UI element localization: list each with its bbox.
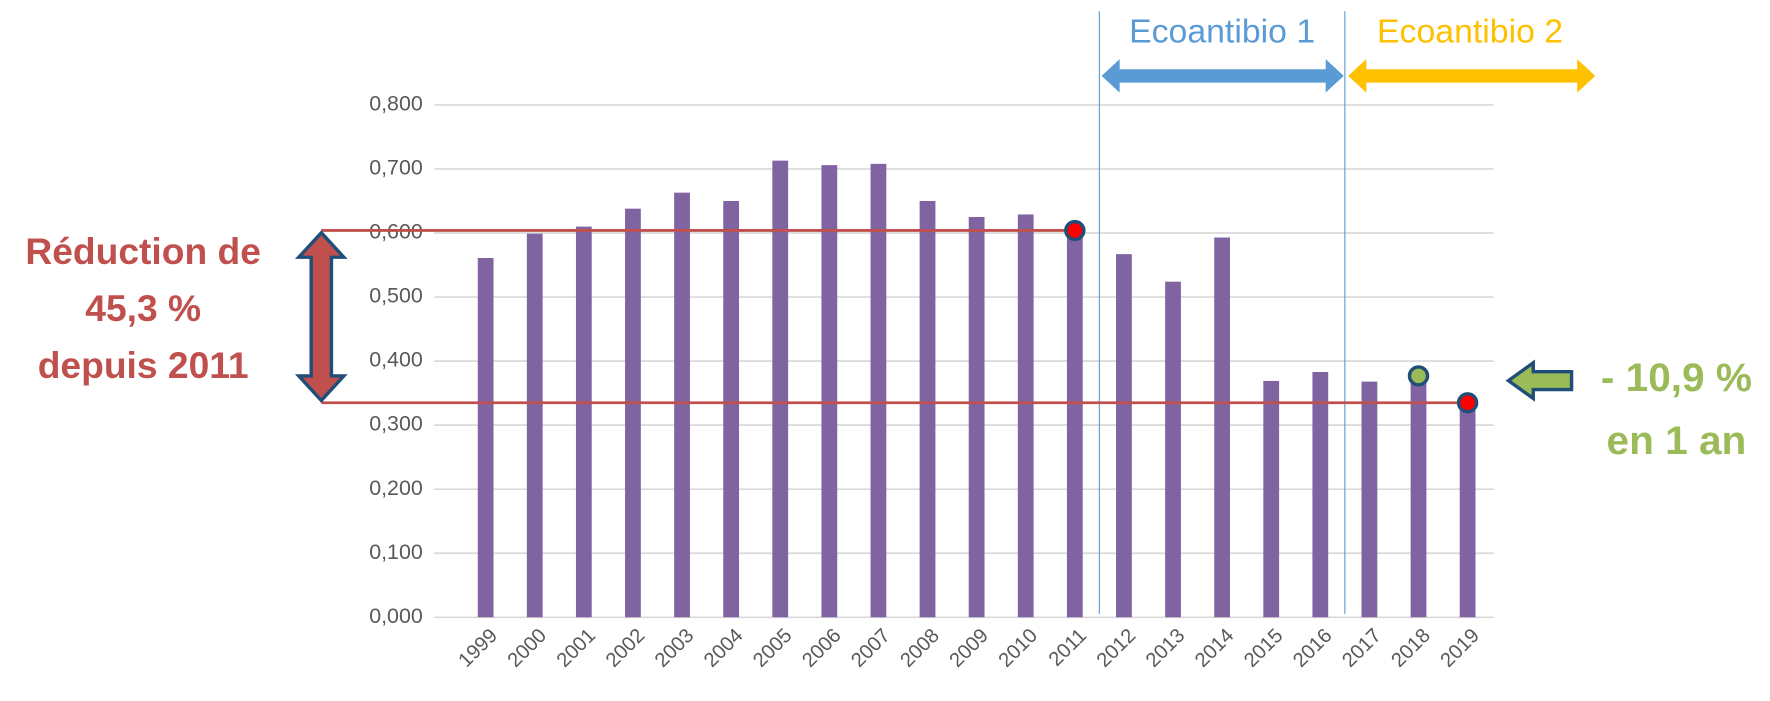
x-tick-label: 2000 [504,625,552,672]
x-tick-label: 2011 [1045,625,1091,671]
bar [821,165,838,618]
bar [1263,380,1280,618]
bar [477,257,494,618]
bar [625,208,641,618]
bar [919,200,936,618]
highlight-dot [1064,219,1086,242]
x-tick-label: 2001 [553,625,601,672]
bar [968,217,985,618]
bar [870,163,887,618]
bar [1165,281,1181,618]
x-tick-label: 2012 [1093,625,1141,672]
x-tick-label: 2003 [651,625,699,672]
y-tick-label: 0,000 [369,604,423,628]
x-tick-label: 2006 [798,625,846,672]
y-tick-label: 0,300 [369,412,423,436]
y-tick-label: 0,200 [369,476,423,500]
bar [1066,230,1083,618]
y-tick-label: 0,700 [369,156,423,180]
bar [1361,381,1378,618]
bar [1214,237,1231,618]
x-tick-label: 2013 [1142,625,1190,672]
bar [526,233,543,618]
x-tick-label: 2018 [1387,625,1435,672]
x-tick-label: 2008 [896,625,944,672]
period-arrow [1348,59,1596,93]
x-tick-label: 2015 [1240,625,1288,672]
bar [1116,254,1132,618]
reduction-label: 45,3 % [85,287,201,329]
period-label: Ecoantibio 2 [1377,13,1563,50]
change-label: - 10,9 % [1601,354,1752,400]
y-tick-label: 0,100 [369,540,423,564]
change-arrow [1505,359,1574,402]
x-tick-label: 2010 [995,625,1043,672]
y-tick-label: 0,800 [369,92,423,116]
bar [772,160,789,618]
x-tick-label: 2004 [700,625,748,672]
y-tick-label: 0,400 [369,348,423,372]
highlight-dot [1456,392,1479,414]
bar [1459,402,1476,618]
bar [575,226,592,618]
reduction-label: Réduction de [25,230,261,272]
change-label: en 1 an [1607,417,1747,463]
x-tick-label: 2009 [945,625,993,672]
x-tick-label: 2017 [1338,625,1386,672]
x-tick-label: 2007 [847,625,895,672]
x-tick-label: 2014 [1191,625,1239,672]
reduction-arrow [294,230,348,403]
period-label: Ecoantibio 1 [1129,13,1315,50]
period-arrow [1101,59,1344,93]
x-tick-label: 2002 [602,625,650,672]
bar [1017,214,1034,618]
reduction-label: depuis 2011 [38,344,249,386]
x-tick-label: 2005 [749,625,797,672]
bar [723,200,740,618]
x-tick-label: 2019 [1436,625,1484,672]
highlight-dot [1407,365,1430,387]
y-tick-label: 0,500 [369,284,423,308]
bar [674,192,690,618]
bar [1410,375,1427,618]
x-tick-label: 2016 [1289,625,1337,672]
x-tick-label: 1999 [454,625,502,672]
bar [1312,371,1329,618]
